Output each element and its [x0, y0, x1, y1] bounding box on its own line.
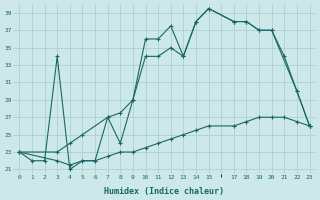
X-axis label: Humidex (Indice chaleur): Humidex (Indice chaleur) [104, 187, 224, 196]
